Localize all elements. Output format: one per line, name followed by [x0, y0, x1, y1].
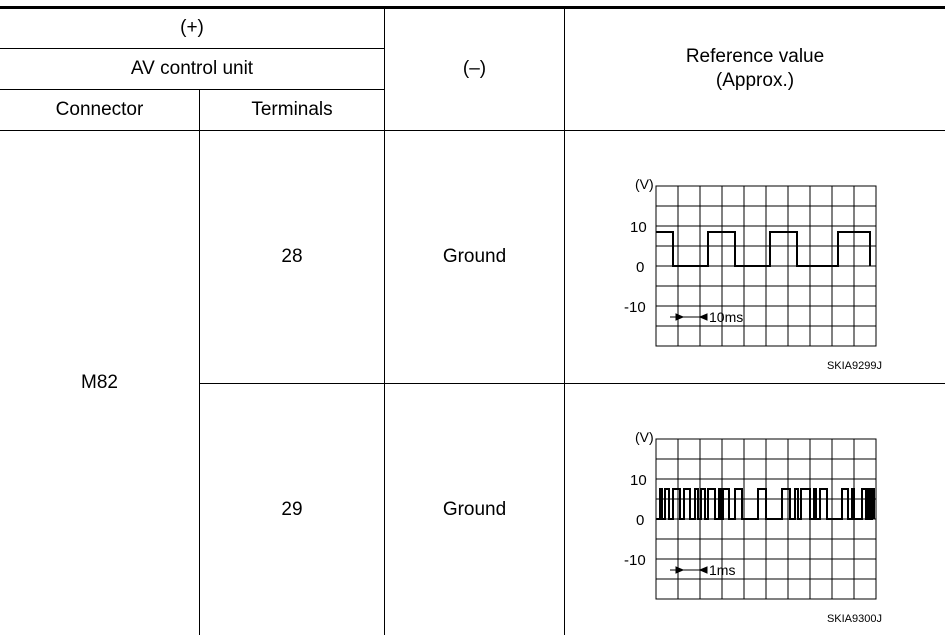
scope-unit-label: (V) — [635, 429, 654, 445]
scope-waveform — [656, 231, 871, 267]
connector-cell: M82 — [81, 372, 118, 393]
top-rule — [0, 6, 945, 9]
header-reference: Reference value (Approx.) — [565, 8, 945, 130]
minus-cell-row1: Ground — [442, 246, 507, 267]
rule-header-2 — [0, 89, 384, 90]
scope-unit-label: (V) — [635, 176, 654, 192]
header-plus: (+) — [180, 17, 204, 38]
scope-time-label: 10ms — [709, 309, 743, 325]
scope-figure-id: SKIA9300J — [827, 613, 882, 625]
scope-time-marker — [670, 313, 708, 321]
col-rule-reference — [564, 8, 565, 635]
oscilloscope-figure-row1: (V) 10 0 -10 10ms SKIA9299J — [624, 176, 882, 372]
header-reference-line1: Reference value — [685, 46, 825, 67]
scope-time-label: 1ms — [709, 562, 735, 578]
oscilloscope-figure-row2: (V) 10 0 -10 1ms SKIA9300J — [624, 429, 882, 625]
header-terminals: Terminals — [251, 99, 333, 120]
rule-header-bottom — [0, 130, 945, 131]
scope-tick-minus10: -10 — [624, 299, 646, 316]
terminal-cell-row2: 29 — [281, 498, 303, 520]
header-connector: Connector — [55, 99, 144, 120]
header-minus: (–) — [462, 58, 487, 79]
scope-tick-0: 0 — [636, 259, 644, 276]
rule-header-1 — [0, 48, 384, 49]
scope-tick-10: 10 — [630, 472, 647, 489]
minus-cell-row2: Ground — [442, 498, 507, 520]
header-reference-line2: (Approx.) — [715, 70, 795, 91]
col-rule-terminals — [199, 89, 200, 635]
scope-tick-0: 0 — [636, 512, 644, 529]
terminal-cell-row1: 28 — [281, 246, 303, 267]
scope-waveform — [656, 488, 875, 520]
scope-tick-10: 10 — [630, 219, 647, 236]
scope-time-marker — [670, 566, 708, 574]
scope-tick-minus10: -10 — [624, 552, 646, 569]
scope-figure-id: SKIA9299J — [827, 360, 882, 372]
header-unit: AV control unit — [130, 58, 254, 79]
rule-row-split — [199, 383, 945, 384]
col-rule-minus — [384, 8, 385, 635]
